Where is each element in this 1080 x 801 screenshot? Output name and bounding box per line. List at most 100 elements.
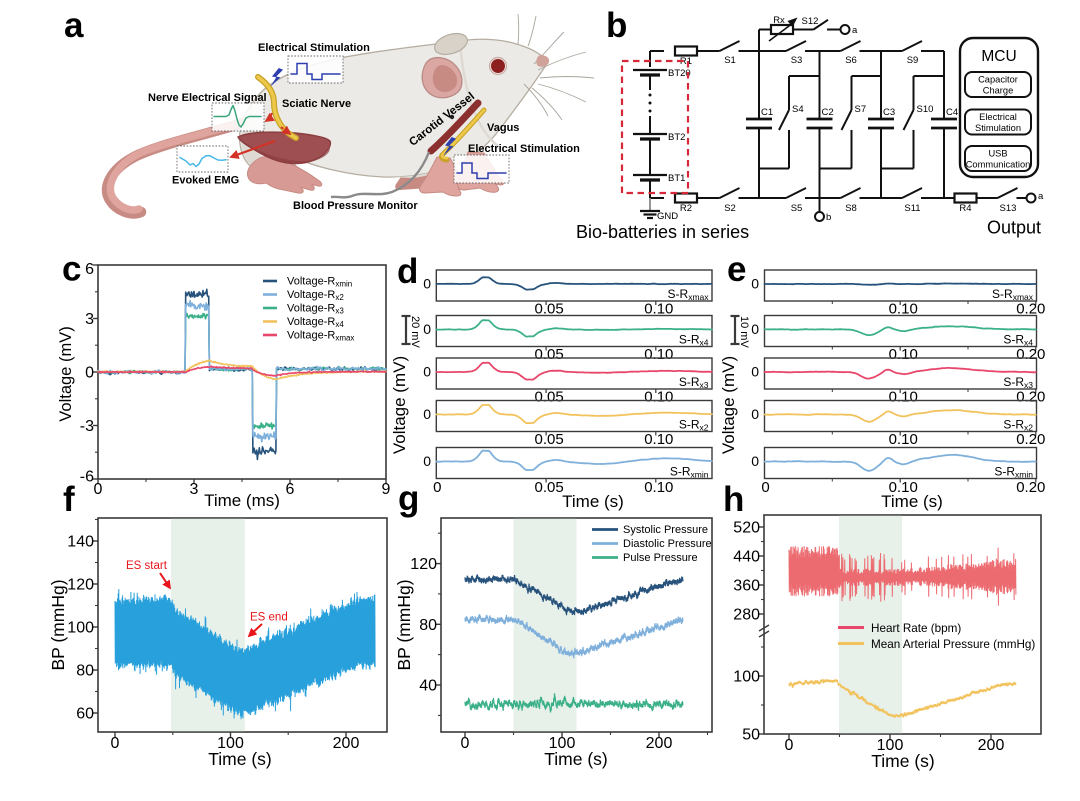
svg-text:R2: R2: [680, 203, 692, 214]
svg-text:ES end: ES end: [250, 612, 288, 624]
svg-text:0: 0: [433, 479, 441, 496]
svg-text:100: 100: [67, 620, 94, 637]
svg-text:S6: S6: [845, 55, 857, 66]
svg-text:Evoked EMG: Evoked EMG: [172, 175, 239, 187]
svg-text:MCU: MCU: [981, 48, 1016, 65]
svg-text:Voltage (mV): Voltage (mV): [719, 356, 738, 454]
svg-text:BT20: BT20: [668, 68, 691, 79]
svg-text:Nerve Electrical Signal: Nerve Electrical Signal: [148, 92, 267, 104]
svg-text:Vagus: Vagus: [487, 122, 519, 134]
svg-text:0.10: 0.10: [644, 301, 673, 318]
svg-text:0.20: 0.20: [1016, 479, 1045, 496]
svg-text:S9: S9: [907, 55, 919, 66]
svg-text:e: e: [727, 250, 746, 289]
svg-text:d: d: [397, 252, 418, 291]
svg-text:280: 280: [733, 607, 760, 624]
svg-text:Voltage-Rx4: Voltage-Rx4: [287, 316, 344, 329]
svg-text:Mean Arterial Pressure (mmHg): Mean Arterial Pressure (mmHg): [871, 638, 1035, 651]
svg-text:0: 0: [751, 321, 759, 337]
svg-text:Voltage-Rxmin: Voltage-Rxmin: [287, 276, 352, 289]
svg-text:S3: S3: [791, 55, 803, 66]
svg-text:b: b: [606, 6, 627, 45]
svg-text:0.05: 0.05: [534, 346, 563, 363]
svg-text:Capacitor: Capacitor: [978, 75, 1018, 85]
svg-text:h: h: [723, 480, 744, 519]
svg-text:200: 200: [646, 735, 673, 752]
svg-text:3: 3: [190, 481, 199, 498]
svg-text:S8: S8: [845, 203, 857, 214]
svg-text:S11: S11: [904, 203, 920, 214]
svg-text:Diastolic Pressure: Diastolic Pressure: [623, 538, 712, 550]
svg-text:0: 0: [423, 453, 431, 469]
svg-text:0: 0: [111, 735, 120, 752]
svg-text:Charge: Charge: [983, 86, 1014, 96]
svg-text:0: 0: [461, 735, 470, 752]
svg-text:0: 0: [751, 406, 759, 422]
svg-text:0.20: 0.20: [1016, 431, 1045, 448]
svg-text:S4: S4: [792, 104, 804, 115]
svg-text:C3: C3: [883, 107, 895, 118]
svg-text:S2: S2: [724, 203, 736, 214]
svg-text:520: 520: [733, 520, 760, 537]
svg-text:100: 100: [549, 735, 576, 752]
svg-text:0.05: 0.05: [534, 431, 563, 448]
svg-text:Voltage-Rx2: Voltage-Rx2: [287, 289, 344, 302]
svg-text:S1: S1: [724, 55, 736, 66]
svg-text:0: 0: [423, 275, 431, 291]
svg-text:S13: S13: [1000, 203, 1017, 214]
svg-text:0: 0: [85, 365, 94, 382]
svg-text:BP (mmHg): BP (mmHg): [394, 579, 414, 670]
svg-text:0.10: 0.10: [644, 346, 673, 363]
svg-text:0: 0: [94, 481, 103, 498]
svg-text:20 mV: 20 mV: [409, 316, 421, 348]
svg-text:a: a: [64, 6, 84, 45]
svg-text:ES start: ES start: [126, 560, 168, 572]
svg-text:Blood Pressure Monitor: Blood Pressure Monitor: [293, 200, 418, 212]
svg-text:0.10: 0.10: [644, 479, 673, 496]
svg-text:-3: -3: [80, 418, 94, 435]
svg-text:Time (s): Time (s): [871, 751, 935, 771]
svg-text:60: 60: [76, 706, 94, 723]
svg-text:0.05: 0.05: [534, 389, 563, 406]
svg-text:b: b: [826, 212, 831, 223]
svg-text:C1: C1: [761, 107, 773, 118]
svg-text:S10: S10: [917, 104, 934, 115]
svg-text:S5: S5: [791, 203, 803, 214]
svg-text:0.20: 0.20: [1016, 389, 1045, 406]
svg-text:Time (s): Time (s): [562, 492, 624, 511]
svg-text:Time (s): Time (s): [881, 492, 943, 511]
svg-text:0.05: 0.05: [534, 301, 563, 318]
svg-text:Heart Rate (bpm): Heart Rate (bpm): [871, 622, 961, 635]
svg-text:Sciatic Nerve: Sciatic Nerve: [282, 98, 351, 110]
svg-text:f: f: [63, 480, 75, 519]
svg-text:Pulse Pressure: Pulse Pressure: [623, 552, 698, 564]
svg-text:0.10: 0.10: [889, 301, 918, 318]
svg-text:80: 80: [419, 617, 437, 634]
svg-text:3: 3: [85, 311, 94, 328]
svg-text:Time (ms): Time (ms): [204, 491, 280, 510]
svg-text:100: 100: [217, 735, 244, 752]
svg-text:-6: -6: [80, 469, 94, 486]
svg-text:Voltage-Rxmax: Voltage-Rxmax: [287, 330, 354, 343]
svg-text:0: 0: [751, 453, 759, 469]
svg-text:Voltage (mV): Voltage (mV): [57, 326, 75, 421]
svg-text:Electrical: Electrical: [979, 112, 1017, 122]
svg-text:Communication: Communication: [966, 160, 1031, 170]
svg-text:0: 0: [761, 479, 769, 496]
svg-text:0: 0: [423, 363, 431, 379]
svg-text:200: 200: [333, 735, 360, 752]
svg-text:0.10: 0.10: [889, 479, 918, 496]
svg-text:Time (s): Time (s): [544, 749, 608, 769]
svg-text:Voltage-Rx3: Voltage-Rx3: [287, 303, 344, 316]
svg-text:S12: S12: [802, 16, 819, 27]
svg-text:a: a: [852, 25, 858, 36]
svg-text:120: 120: [410, 556, 437, 573]
svg-text:BP (mmHg): BP (mmHg): [48, 579, 68, 670]
svg-text:Time (s): Time (s): [208, 749, 272, 769]
svg-text:a: a: [1038, 191, 1044, 202]
svg-text:Electrical Stimulation: Electrical Stimulation: [468, 143, 580, 155]
svg-text:80: 80: [76, 663, 94, 680]
svg-text:Systolic Pressure: Systolic Pressure: [623, 524, 708, 536]
svg-text:100: 100: [733, 669, 760, 686]
svg-text:0.10: 0.10: [889, 389, 918, 406]
